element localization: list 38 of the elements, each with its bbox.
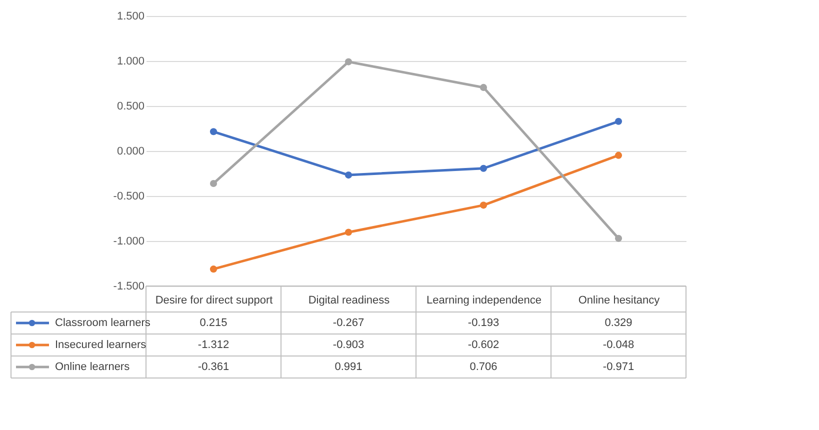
point [210,128,218,136]
point [480,202,488,209]
data-label: 0.991 [334,361,362,373]
x-tick-label: Online hesitancy [578,294,660,306]
legend-label: Online learners [55,361,130,373]
x-tick-label: Learning independence [426,294,542,306]
data-label: -0.361 [198,361,230,373]
y-tick-label: 0.000 [116,146,144,158]
data-label: 0.215 [200,317,228,329]
data-label: -0.602 [468,339,500,351]
point [344,172,352,179]
data-label: -0.193 [468,317,500,329]
point [614,152,622,159]
point [210,180,218,188]
data-label: -0.267 [332,317,364,329]
data-label: 0.329 [604,317,632,329]
point [480,164,488,172]
legend-label: Insecured learners [55,339,147,351]
y-tick-label: -1.000 [113,236,144,248]
x-tick-label: Desire for direct support [155,294,273,306]
y-tick-label: 1.500 [116,10,144,22]
x-tick-label: Digital readiness [308,294,390,306]
point [344,228,352,236]
data-label: -0.971 [602,361,634,373]
y-tick-label: 0.500 [116,100,144,112]
data-label: 0.706 [470,361,498,373]
y-tick-label: -0.500 [113,190,144,202]
point [614,118,622,125]
point [480,84,488,91]
point [344,58,352,66]
y-tick-label: -1.500 [113,280,144,292]
point [614,234,622,242]
y-tick-label: 1.000 [116,56,144,68]
data-label: -0.903 [332,339,364,351]
data-label: -1.312 [198,339,230,351]
point [210,266,218,273]
data-label: -0.048 [602,339,634,351]
legend-label: Classroom learners [55,317,151,329]
